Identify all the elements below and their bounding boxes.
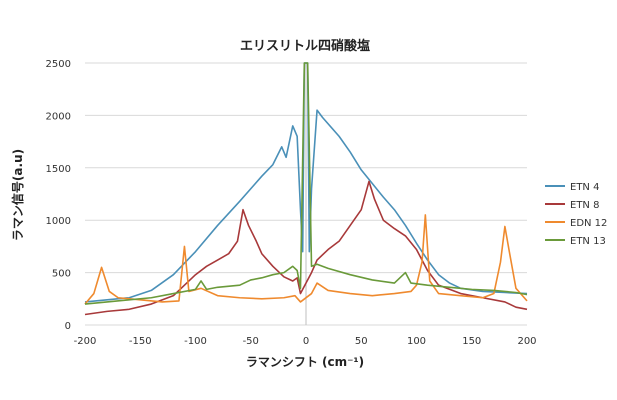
legend: ETN 4 ETN 8 EDN 12 ETN 13 xyxy=(545,182,607,247)
x-tick-label: 150 xyxy=(462,336,481,347)
legend-label: ETN 4 xyxy=(570,182,599,193)
x-tick-label: 200 xyxy=(517,336,536,347)
x-tick-label: -100 xyxy=(184,336,207,347)
series-line-etn-4 xyxy=(84,62,528,303)
x-axis-title: ラマンシフト (cm⁻¹) xyxy=(246,355,364,369)
y-tick-label: 2500 xyxy=(46,59,71,70)
chart-title: エリスリトル四硝酸塩 xyxy=(240,38,370,54)
series-line-edn-12 xyxy=(84,214,528,305)
legend-label: ETN 8 xyxy=(570,200,599,211)
legend-label: ETN 13 xyxy=(570,236,606,247)
x-tick-label: 100 xyxy=(407,336,426,347)
series-line-etn-8 xyxy=(84,180,528,316)
x-tick-label: -150 xyxy=(129,336,152,347)
y-tick-label: 500 xyxy=(52,269,71,280)
series-line-etn-13 xyxy=(84,62,528,305)
y-tick-label: 2000 xyxy=(46,111,71,122)
x-tick-label: 50 xyxy=(355,336,368,347)
x-tick-label: -50 xyxy=(243,336,259,347)
y-tick-label: 1000 xyxy=(46,216,71,227)
series-lines xyxy=(84,62,528,316)
x-tick-label: -200 xyxy=(74,336,97,347)
x-tick-label: 0 xyxy=(303,336,309,347)
y-axis-title: ラマン信号(a.u) xyxy=(10,149,25,241)
legend-label: EDN 12 xyxy=(570,218,607,229)
y-tick-label: 0 xyxy=(65,321,71,332)
tick-labels: 0 500 1000 1500 2000 2500 -200 -150 -100 -50 0 50 10… xyxy=(46,59,537,347)
y-tick-label: 1500 xyxy=(46,164,71,175)
